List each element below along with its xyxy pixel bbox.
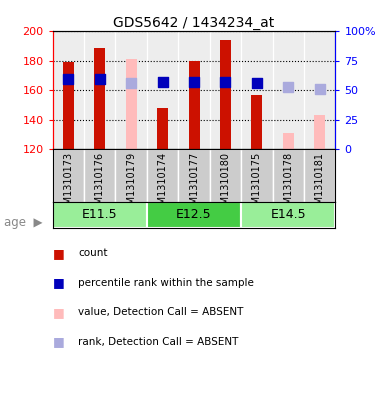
Text: value, Detection Call = ABSENT: value, Detection Call = ABSENT [78, 307, 243, 318]
Bar [241, 149, 273, 202]
Text: GSM1310173: GSM1310173 [63, 152, 73, 217]
Point [285, 84, 291, 90]
Bar [147, 31, 178, 149]
Point [160, 78, 166, 84]
Bar [283, 133, 294, 149]
Bar [178, 31, 210, 149]
Text: count: count [78, 248, 108, 259]
Text: GSM1310175: GSM1310175 [252, 152, 262, 217]
Text: GSM1310177: GSM1310177 [189, 152, 199, 217]
Bar [210, 31, 241, 149]
Bar [94, 48, 105, 149]
Bar [210, 149, 241, 202]
Title: GDS5642 / 1434234_at: GDS5642 / 1434234_at [113, 17, 275, 30]
Bar [220, 40, 231, 149]
Bar [53, 202, 147, 228]
Bar [241, 31, 273, 149]
Text: percentile rank within the sample: percentile rank within the sample [78, 278, 254, 288]
Bar [63, 62, 74, 149]
Point [97, 75, 103, 82]
Text: E14.5: E14.5 [270, 208, 306, 221]
Text: ■: ■ [53, 306, 64, 319]
Bar [314, 116, 325, 149]
Text: GSM1310179: GSM1310179 [126, 152, 136, 217]
Bar [241, 202, 335, 228]
Bar [147, 202, 241, 228]
Text: ■: ■ [53, 276, 64, 290]
Bar [115, 31, 147, 149]
Bar [126, 59, 136, 149]
Text: rank, Detection Call = ABSENT: rank, Detection Call = ABSENT [78, 337, 238, 347]
Text: E11.5: E11.5 [82, 208, 118, 221]
Bar [273, 31, 304, 149]
Bar [115, 149, 147, 202]
Point [317, 86, 323, 92]
Bar [84, 31, 115, 149]
Text: age  ▶: age ▶ [4, 215, 43, 229]
Point [128, 80, 134, 86]
Bar [53, 31, 84, 149]
Text: GSM1310174: GSM1310174 [158, 152, 168, 217]
Point [222, 78, 229, 84]
Bar [188, 61, 200, 149]
Point [191, 78, 197, 84]
Bar [157, 108, 168, 149]
Bar [304, 31, 335, 149]
Text: E12.5: E12.5 [176, 208, 212, 221]
Text: GSM1310180: GSM1310180 [220, 152, 230, 217]
Text: GSM1310178: GSM1310178 [283, 152, 293, 217]
Text: GSM1310176: GSM1310176 [95, 152, 105, 217]
Bar [84, 149, 115, 202]
Bar [147, 149, 178, 202]
Bar [273, 149, 304, 202]
Text: ■: ■ [53, 247, 64, 260]
Point [254, 80, 260, 86]
Bar [252, 95, 262, 149]
Text: ■: ■ [53, 335, 64, 349]
Bar [178, 149, 210, 202]
Bar [304, 149, 335, 202]
Text: GSM1310181: GSM1310181 [315, 152, 325, 217]
Bar [53, 149, 84, 202]
Point [65, 75, 71, 82]
